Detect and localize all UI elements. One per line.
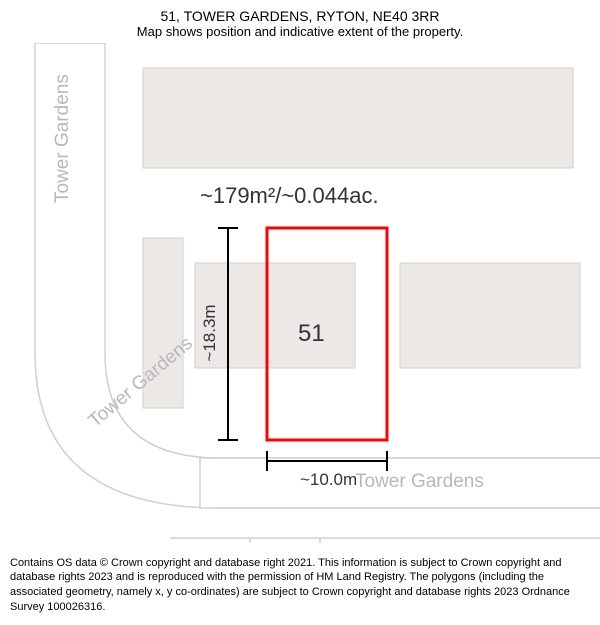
svg-text:~179m²/~0.044ac.: ~179m²/~0.044ac. — [200, 183, 379, 208]
property-map: Tower GardensTower GardensTower Gardens~… — [0, 43, 600, 543]
svg-text:51: 51 — [298, 320, 325, 347]
svg-text:Tower Gardens: Tower Gardens — [52, 74, 73, 203]
page-subtitle: Map shows position and indicative extent… — [0, 24, 600, 39]
svg-text:Tower Gardens: Tower Gardens — [355, 471, 484, 492]
svg-text:~10.0m: ~10.0m — [300, 470, 357, 489]
copyright-footer: Contains OS data © Crown copyright and d… — [0, 550, 600, 625]
page-title: 51, TOWER GARDENS, RYTON, NE40 3RR — [0, 8, 600, 24]
svg-text:~18.3m: ~18.3m — [200, 304, 219, 361]
header: 51, TOWER GARDENS, RYTON, NE40 3RR Map s… — [0, 0, 600, 43]
map-container: Tower GardensTower GardensTower Gardens~… — [0, 43, 600, 543]
